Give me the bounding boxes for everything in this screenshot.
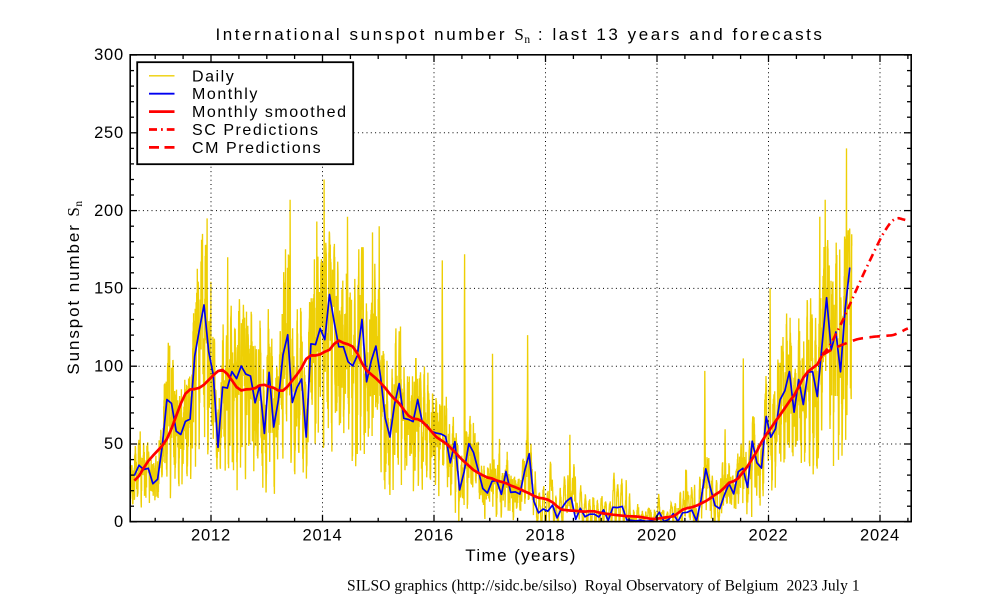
svg-text:SILSO graphics (http://sidc.be: SILSO graphics (http://sidc.be/silso) Ro… bbox=[347, 578, 860, 595]
svg-text:Daily: Daily bbox=[192, 68, 235, 85]
svg-text:2024: 2024 bbox=[860, 527, 900, 545]
svg-text:200: 200 bbox=[94, 202, 124, 220]
svg-text:300: 300 bbox=[94, 46, 124, 64]
svg-text:250: 250 bbox=[94, 124, 124, 142]
svg-text:2020: 2020 bbox=[637, 527, 677, 545]
svg-text:CM Predictions: CM Predictions bbox=[192, 140, 322, 157]
svg-text:50: 50 bbox=[104, 435, 124, 453]
svg-text:100: 100 bbox=[94, 357, 124, 375]
svg-text:2022: 2022 bbox=[749, 527, 789, 545]
svg-text:150: 150 bbox=[94, 280, 124, 298]
svg-text:0: 0 bbox=[114, 513, 124, 531]
svg-text:2012: 2012 bbox=[191, 527, 231, 545]
svg-text:International sunspot number S: International sunspot number Sn : last 1… bbox=[216, 25, 825, 46]
svg-text:Monthly smoothed: Monthly smoothed bbox=[192, 104, 348, 121]
svg-text:Monthly: Monthly bbox=[192, 86, 259, 103]
svg-text:Time (years): Time (years) bbox=[465, 546, 577, 565]
svg-text:2016: 2016 bbox=[414, 527, 454, 545]
svg-text:Sunspot number Sn: Sunspot number Sn bbox=[64, 200, 85, 374]
svg-text:SC Predictions: SC Predictions bbox=[192, 122, 320, 139]
svg-text:2014: 2014 bbox=[303, 527, 343, 545]
svg-text:2018: 2018 bbox=[526, 527, 566, 545]
